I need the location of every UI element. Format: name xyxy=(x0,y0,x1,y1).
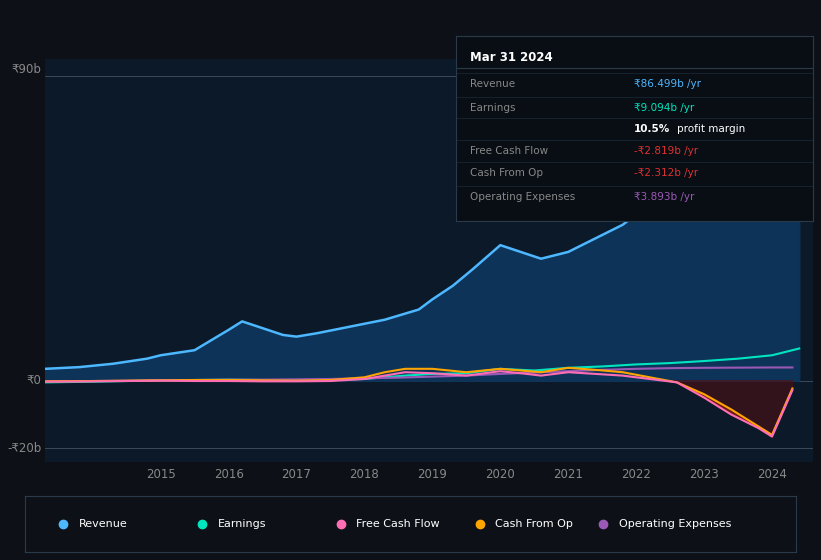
Text: Cash From Op: Cash From Op xyxy=(470,168,543,178)
Text: Operating Expenses: Operating Expenses xyxy=(619,519,732,529)
Text: profit margin: profit margin xyxy=(677,124,745,134)
Text: Revenue: Revenue xyxy=(470,80,515,90)
Text: ₹9.094b /yr: ₹9.094b /yr xyxy=(635,104,695,114)
Text: ₹90b: ₹90b xyxy=(11,63,41,76)
Text: Free Cash Flow: Free Cash Flow xyxy=(470,146,548,156)
Text: -₹2.312b /yr: -₹2.312b /yr xyxy=(635,168,699,178)
Text: -₹2.819b /yr: -₹2.819b /yr xyxy=(635,146,699,156)
Text: Mar 31 2024: Mar 31 2024 xyxy=(470,51,553,64)
Text: 10.5%: 10.5% xyxy=(635,124,671,134)
Text: Free Cash Flow: Free Cash Flow xyxy=(356,519,440,529)
Text: Earnings: Earnings xyxy=(218,519,266,529)
Text: ₹0: ₹0 xyxy=(26,374,41,387)
Text: Revenue: Revenue xyxy=(79,519,127,529)
Text: Operating Expenses: Operating Expenses xyxy=(470,192,576,202)
Text: ₹86.499b /yr: ₹86.499b /yr xyxy=(635,80,701,90)
Text: Earnings: Earnings xyxy=(470,104,516,114)
Text: -₹20b: -₹20b xyxy=(7,442,41,455)
Text: ₹3.893b /yr: ₹3.893b /yr xyxy=(635,192,695,202)
Text: Cash From Op: Cash From Op xyxy=(495,519,573,529)
